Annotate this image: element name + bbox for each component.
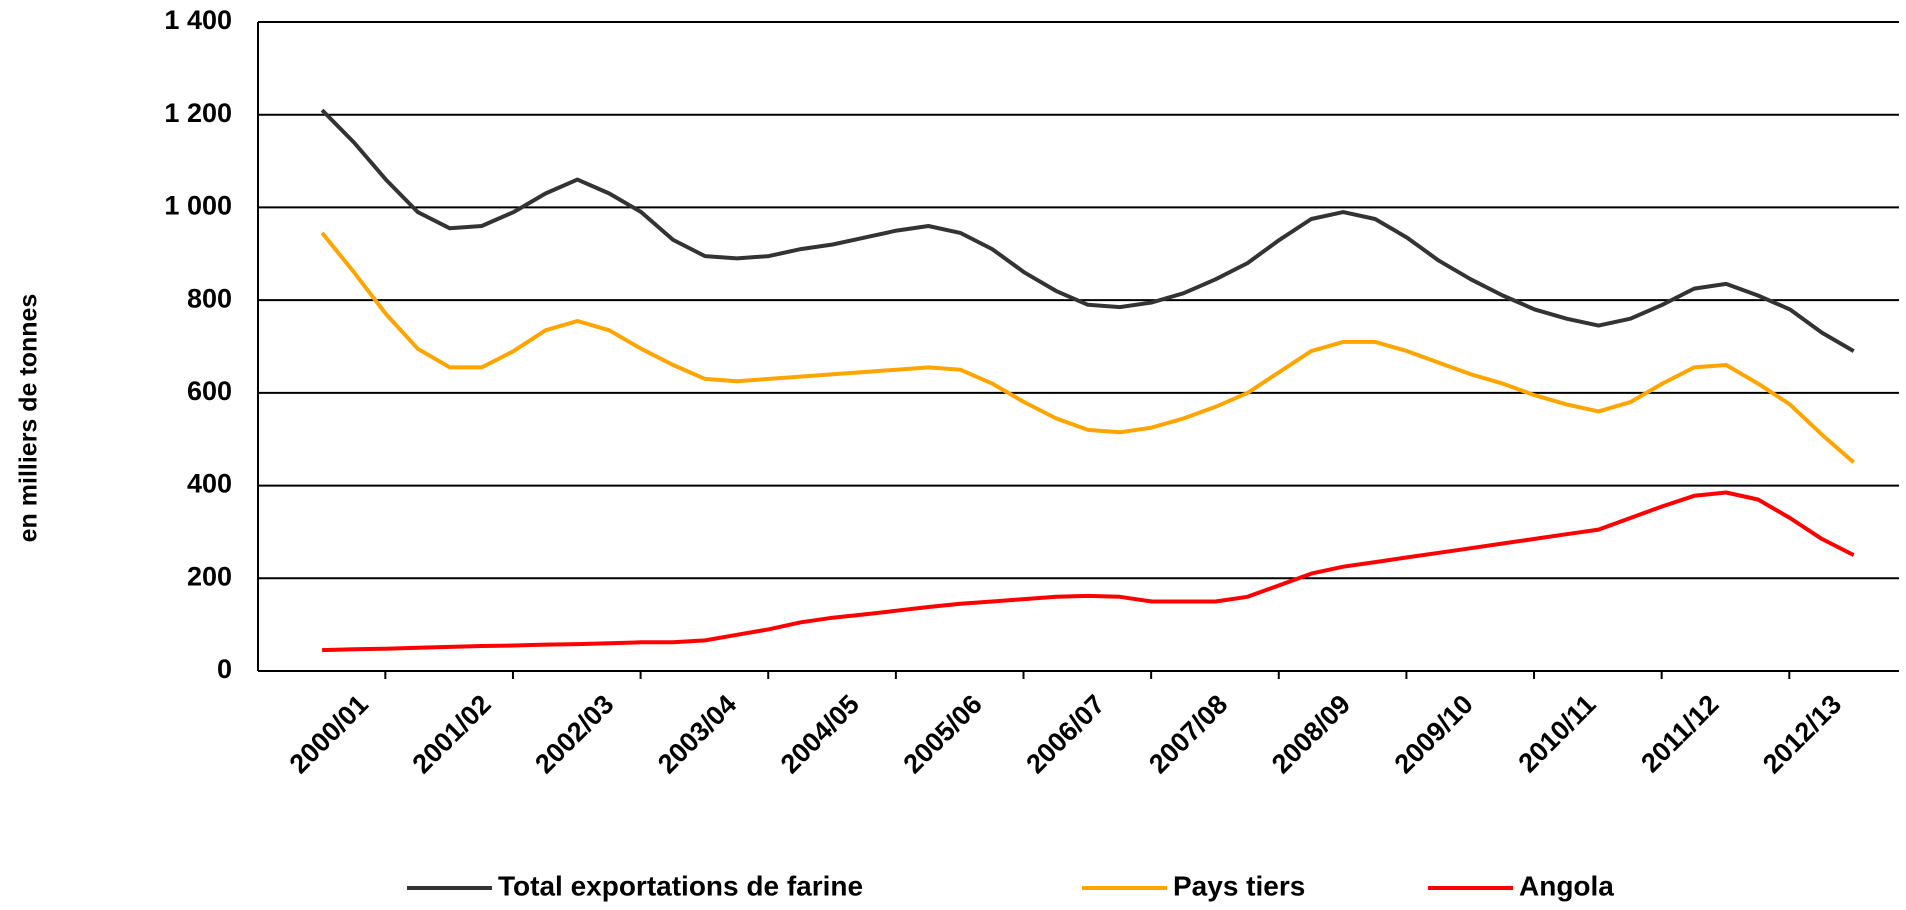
- legend-label: Angola: [1519, 870, 1614, 901]
- series-line: [320, 108, 1855, 353]
- x-tick-label: 2003/04: [652, 689, 742, 779]
- series-line: [322, 490, 1855, 653]
- x-tick-label: 2007/08: [1143, 689, 1233, 779]
- x-tick-label: 2000/01: [284, 689, 374, 779]
- x-tick-label: 2006/07: [1020, 689, 1110, 779]
- y-tick-label: 200: [187, 561, 232, 591]
- y-tick-label: 600: [187, 376, 232, 406]
- x-tick-label: 2012/13: [1757, 689, 1847, 779]
- x-tick-label: 2005/06: [898, 689, 988, 779]
- y-tick-label: 400: [187, 469, 232, 499]
- x-tick-label: 2004/05: [775, 689, 865, 779]
- y-tick-label: 1 200: [164, 98, 232, 128]
- y-tick-label: 1 400: [164, 5, 232, 35]
- legend-label: Pays tiers: [1173, 870, 1305, 901]
- x-tick-label: 2002/03: [529, 689, 619, 779]
- x-tick-label: 2011/12: [1635, 689, 1724, 778]
- y-tick-label: 1 000: [164, 191, 232, 221]
- y-tick-label: 0: [217, 654, 232, 684]
- x-tick-label: 2008/09: [1266, 689, 1356, 779]
- legend-label: Total exportations de farine: [498, 870, 863, 901]
- series-line: [320, 231, 1856, 464]
- x-tick-label: 2010/11: [1512, 689, 1601, 778]
- x-tick-label: 2009/10: [1389, 689, 1479, 779]
- y-axis-title: en milliers de tonnes: [15, 294, 43, 543]
- y-tick-label: 800: [187, 283, 232, 313]
- x-tick-label: 2001/02: [406, 689, 496, 779]
